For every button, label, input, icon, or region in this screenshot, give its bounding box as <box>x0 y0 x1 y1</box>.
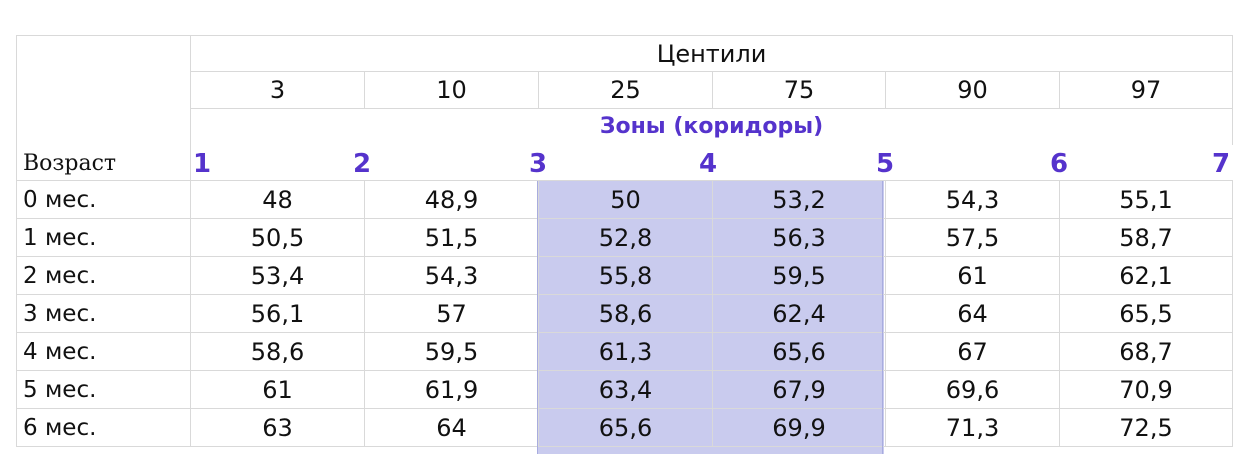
value-cell: 62,4 <box>712 294 886 333</box>
value-cell: 62,1 <box>1059 256 1233 295</box>
corner-cell <box>16 71 191 109</box>
value-cell: 59,5 <box>712 256 886 295</box>
value-cell: 53,4 <box>190 256 365 295</box>
table-row: 1 мес. 50,5 51,5 52,8 56,3 57,5 58,7 <box>16 218 1233 257</box>
value-cell: 50,5 <box>190 218 365 257</box>
table-row: 3 мес. 56,1 57 58,6 62,4 64 65,5 <box>16 294 1233 333</box>
value-cell: 54,3 <box>364 256 539 295</box>
centile-header: 3 <box>190 71 365 109</box>
value-cell: 57,5 <box>885 218 1060 257</box>
age-cell: 6 мес. <box>16 408 191 447</box>
table-row: 4 мес. 58,6 59,5 61,3 65,6 67 68,7 <box>16 332 1233 371</box>
value-cell: 52,8 <box>538 218 713 257</box>
corner-cell <box>16 35 191 72</box>
value-cell: 58,6 <box>538 294 713 333</box>
zone-number: 3 <box>529 149 548 179</box>
age-cell: 5 мес. <box>16 370 191 409</box>
centiles-title: Центили <box>190 35 1233 72</box>
zone-number: 1 <box>193 149 212 179</box>
centile-table: Центили 3 10 25 75 90 97 Возраст Зоны (к… <box>16 35 1233 447</box>
value-cell: 69,6 <box>885 370 1060 409</box>
age-cell: 1 мес. <box>16 218 191 257</box>
zone-number: 7 <box>1212 149 1231 179</box>
age-column-header: Возраст <box>16 108 191 181</box>
centile-header: 90 <box>885 71 1060 109</box>
zone-number: 5 <box>876 149 895 179</box>
value-cell: 71,3 <box>885 408 1060 447</box>
age-cell: 3 мес. <box>16 294 191 333</box>
value-cell: 70,9 <box>1059 370 1233 409</box>
value-cell: 48,9 <box>364 180 539 219</box>
value-cell: 48 <box>190 180 365 219</box>
value-cell: 55,8 <box>538 256 713 295</box>
value-cell: 65,6 <box>538 408 713 447</box>
value-cell: 61,3 <box>538 332 713 371</box>
table-row: 5 мес. 61 61,9 63,4 67,9 69,6 70,9 <box>16 370 1233 409</box>
zone-number: 4 <box>699 149 718 179</box>
zones-title: Зоны (коридоры) <box>190 108 1233 145</box>
value-cell: 61,9 <box>364 370 539 409</box>
value-cell: 64 <box>364 408 539 447</box>
value-cell: 67 <box>885 332 1060 371</box>
value-cell: 65,5 <box>1059 294 1233 333</box>
centile-header: 75 <box>712 71 886 109</box>
value-cell: 54,3 <box>885 180 1060 219</box>
value-cell: 56,1 <box>190 294 365 333</box>
value-cell: 59,5 <box>364 332 539 371</box>
zone-number: 2 <box>353 149 372 179</box>
age-cell: 4 мес. <box>16 332 191 371</box>
age-cell: 0 мес. <box>16 180 191 219</box>
value-cell: 58,6 <box>190 332 365 371</box>
value-cell: 51,5 <box>364 218 539 257</box>
value-cell: 50 <box>538 180 713 219</box>
zone-number: 6 <box>1050 149 1069 179</box>
value-cell: 57 <box>364 294 539 333</box>
value-cell: 67,9 <box>712 370 886 409</box>
table-row: 2 мес. 53,4 54,3 55,8 59,5 61 62,1 <box>16 256 1233 295</box>
value-cell: 69,9 <box>712 408 886 447</box>
value-cell: 56,3 <box>712 218 886 257</box>
centile-header: 97 <box>1059 71 1233 109</box>
value-cell: 55,1 <box>1059 180 1233 219</box>
table-row: 6 мес. 63 64 65,6 69,9 71,3 72,5 <box>16 408 1233 447</box>
norm-zone-border <box>537 181 883 454</box>
value-cell: 61 <box>190 370 365 409</box>
value-cell: 61 <box>885 256 1060 295</box>
age-cell: 2 мес. <box>16 256 191 295</box>
value-cell: 72,5 <box>1059 408 1233 447</box>
value-cell: 64 <box>885 294 1060 333</box>
value-cell: 58,7 <box>1059 218 1233 257</box>
centile-header: 25 <box>538 71 713 109</box>
value-cell: 68,7 <box>1059 332 1233 371</box>
value-cell: 63,4 <box>538 370 713 409</box>
table-row: 0 мес. 48 48,9 50 53,2 54,3 55,1 <box>16 180 1233 219</box>
centile-header: 10 <box>364 71 539 109</box>
value-cell: 63 <box>190 408 365 447</box>
zone-numbers-row <box>190 144 1233 181</box>
